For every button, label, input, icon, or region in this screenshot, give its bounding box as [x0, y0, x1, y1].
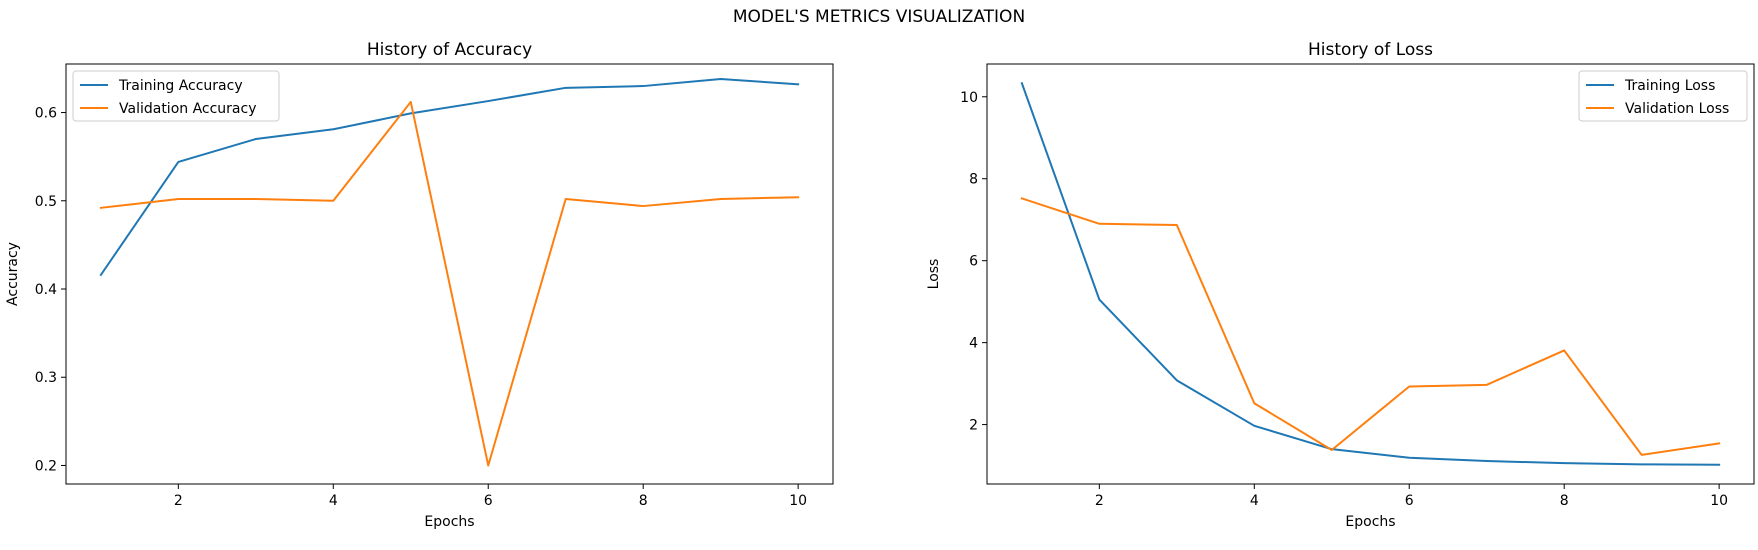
training-accuracy-point [99, 273, 103, 277]
accuracy-x-tick-label: 8 [639, 493, 648, 509]
validation-accuracy-point [719, 197, 723, 201]
validation-loss-point [1175, 223, 1179, 227]
training-loss-point [1640, 462, 1644, 466]
validation-loss-point [1020, 196, 1024, 200]
loss-legend-box [1578, 70, 1748, 122]
loss-axes-frame [986, 63, 1755, 485]
training-loss-point [1485, 459, 1489, 463]
figure-title: MODEL'S METRICS VISUALIZATION [732, 7, 1026, 27]
training-loss-legend-label: Training Loss [1624, 78, 1715, 94]
validation-accuracy-point [331, 199, 335, 203]
accuracy-x-axis-label: Epochs [424, 514, 474, 530]
training-loss-point [1562, 461, 1566, 465]
accuracy-legend-box [72, 70, 280, 122]
training-loss-point [1717, 463, 1721, 467]
accuracy-chart-title: History of Accuracy [367, 40, 532, 60]
training-accuracy-legend-label: Training Accuracy [118, 78, 243, 94]
validation-loss-point [1640, 453, 1644, 457]
accuracy-y-tick-label: 0.3 [35, 370, 57, 386]
accuracy-y-tick-label: 0.5 [35, 194, 57, 210]
loss-legend: Training Loss Validation Loss [1578, 70, 1748, 122]
loss-chart-title: History of Loss [1308, 40, 1433, 60]
validation-loss-point [1407, 384, 1411, 388]
training-accuracy-point [641, 84, 645, 88]
training-loss-point [1407, 456, 1411, 460]
loss-x-tick-label: 10 [1710, 493, 1728, 509]
accuracy-legend: Training Accuracy Validation Accuracy [72, 70, 280, 122]
validation-loss-point [1330, 448, 1334, 452]
validation-loss-point [1717, 441, 1721, 445]
loss-x-tick-label: 2 [1095, 493, 1104, 509]
validation-loss-point [1097, 222, 1101, 226]
accuracy-x-tick-label: 10 [789, 493, 807, 509]
accuracy-y-axis-label: Accuracy [5, 242, 21, 306]
loss-y-tick-label: 10 [960, 90, 978, 106]
loss-x-axis-label: Epochs [1345, 514, 1395, 530]
training-accuracy-point [796, 82, 800, 86]
validation-accuracy-point [486, 463, 490, 467]
validation-accuracy-point [99, 206, 103, 210]
loss-x-tick-label: 6 [1405, 493, 1414, 509]
validation-loss-point [1252, 401, 1256, 405]
training-accuracy-point [564, 86, 568, 90]
accuracy-y-tick-label: 0.2 [35, 458, 57, 474]
training-loss-point [1175, 378, 1179, 382]
loss-x-tick-label: 8 [1560, 493, 1569, 509]
training-accuracy-point [254, 137, 258, 141]
training-loss-point [1252, 424, 1256, 428]
validation-loss-line [1020, 197, 1721, 456]
training-loss-point [1097, 298, 1101, 302]
training-loss-line [1020, 81, 1721, 466]
validation-accuracy-point [796, 195, 800, 199]
loss-y-tick-label: 6 [969, 254, 978, 270]
validation-loss-legend-label: Validation Loss [1625, 101, 1729, 117]
accuracy-y-tick-label: 0.6 [35, 106, 57, 122]
accuracy-axes-frame [65, 63, 834, 485]
training-accuracy-point [486, 99, 490, 103]
validation-accuracy-point [409, 100, 413, 104]
validation-accuracy-legend-label: Validation Accuracy [119, 101, 257, 117]
training-loss-point [1020, 81, 1024, 85]
accuracy-x-tick-label: 4 [329, 493, 338, 509]
validation-accuracy-point [176, 197, 180, 201]
loss-x-tick-label: 4 [1250, 493, 1259, 509]
accuracy-x-tick-label: 2 [174, 493, 183, 509]
validation-accuracy-line [99, 100, 800, 467]
training-accuracy-point [719, 77, 723, 81]
training-accuracy-point [176, 160, 180, 164]
loss-y-tick-label: 4 [969, 336, 978, 352]
validation-loss-point [1485, 383, 1489, 387]
accuracy-y-tick-label: 0.4 [35, 282, 57, 298]
validation-accuracy-point [641, 204, 645, 208]
loss-y-tick-label: 8 [969, 172, 978, 188]
validation-accuracy-point [254, 197, 258, 201]
validation-loss-point [1562, 348, 1566, 352]
training-accuracy-line [99, 78, 800, 277]
training-accuracy-point [331, 127, 335, 131]
validation-accuracy-point [564, 197, 568, 201]
loss-y-tick-label: 2 [969, 418, 978, 434]
accuracy-x-tick-label: 6 [484, 493, 493, 509]
loss-chart: History of Loss Epochs Loss 2 4 6 8 10 2 4 6 8 10… [926, 40, 1755, 530]
loss-y-axis-label: Loss [926, 259, 942, 290]
accuracy-chart: History of Accuracy Epochs Accuracy 2 4 6 8… [5, 40, 834, 530]
